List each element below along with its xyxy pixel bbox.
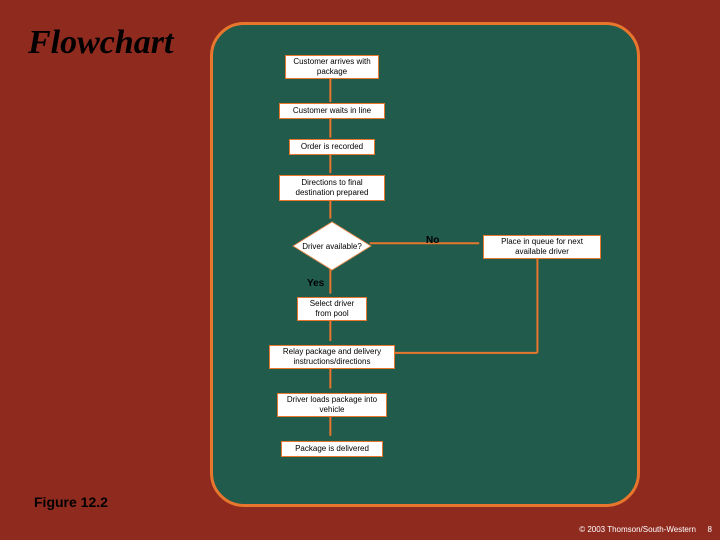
process-node: Directions to final destination prepared bbox=[279, 175, 385, 201]
process-node: Relay package and delivery instructions/… bbox=[269, 345, 395, 369]
flowchart-edges bbox=[213, 25, 637, 504]
process-node: Select driver from pool bbox=[297, 297, 367, 321]
process-node: Customer waits in line bbox=[279, 103, 385, 119]
process-node: Package is delivered bbox=[281, 441, 383, 457]
slide-title: Flowchart bbox=[28, 24, 173, 62]
figure-label: Figure 12.2 bbox=[34, 494, 108, 510]
node-label: Driver available? bbox=[292, 221, 372, 271]
process-node: Order is recorded bbox=[289, 139, 375, 155]
process-node: Customer arrives with package bbox=[285, 55, 379, 79]
copyright-text: © 2003 Thomson/South-Western bbox=[579, 525, 696, 534]
flowchart-canvas: Customer arrives with package Customer wa… bbox=[210, 22, 640, 507]
edge-label: Yes bbox=[307, 278, 324, 289]
process-node: Place in queue for next available driver bbox=[483, 235, 601, 259]
edge-label: No bbox=[426, 235, 439, 246]
page-number: 8 bbox=[708, 525, 712, 534]
process-node: Driver loads package into vehicle bbox=[277, 393, 387, 417]
decision-node: Driver available? bbox=[292, 221, 372, 271]
